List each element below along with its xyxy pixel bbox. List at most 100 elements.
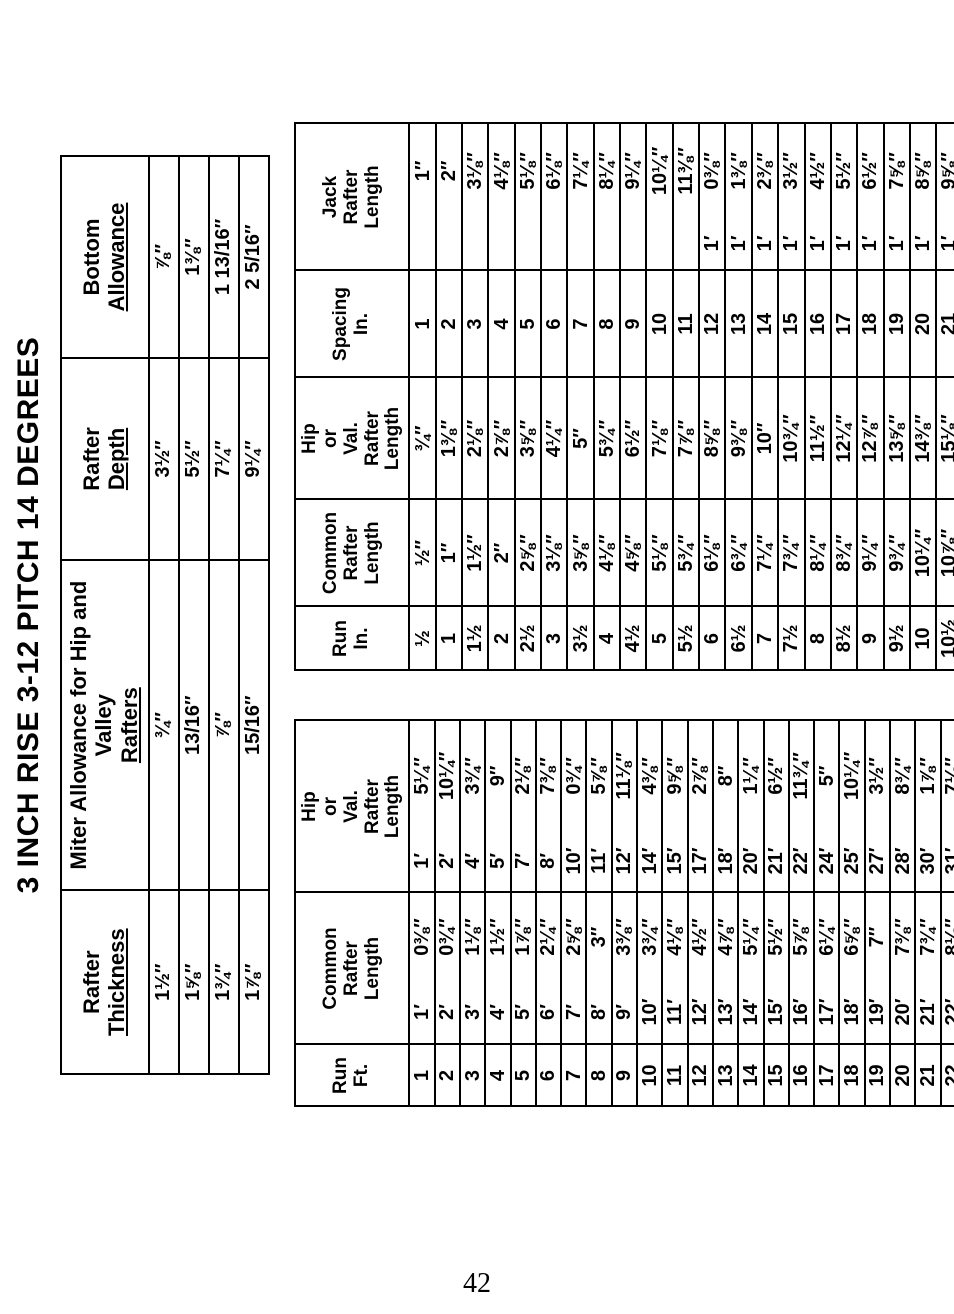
common-length-cell: 8¼″ <box>805 500 831 607</box>
page-title: 3 INCH RISE 3-12 PITCH 14 DEGREES <box>0 0 60 1230</box>
table-row: 33⅛″4¼″66⅛″ <box>541 124 567 671</box>
hip-length-cell: 2⅞″ <box>488 378 514 500</box>
rotated-content: 3 INCH RISE 3-12 PITCH 14 DEGREES Rafter… <box>0 0 920 1230</box>
miter-cell: ⅞″ <box>209 560 239 890</box>
table-row: 5½5¾″7⅞″1111⅜″ <box>673 124 699 671</box>
common-length-cell: 10¼″ <box>910 500 936 607</box>
run-in-cell: 5½ <box>673 607 699 671</box>
hip-length-cell: 3⅝″ <box>515 378 541 500</box>
spacing-cell: 17 <box>831 271 857 378</box>
common-length-cell: 15′5½″ <box>764 893 789 1045</box>
common-length-cell: 7¼″ <box>752 500 778 607</box>
spacing-cell: 9 <box>620 271 646 378</box>
jack-length-cell: 1″ <box>409 124 435 271</box>
spacing-cell: 20 <box>910 271 936 378</box>
table-row: 1414′5¼″20′1¼″ <box>738 721 763 1107</box>
table-row: 44′1½″5′9″ <box>485 721 510 1107</box>
left-header: RunFt. <box>295 1045 409 1107</box>
table-row: 44⅛″5¾″88¼″ <box>594 124 620 671</box>
hip-length-cell: 12¼″ <box>831 378 857 500</box>
table-row: 2½2⅝″3⅝″55⅛″ <box>515 124 541 671</box>
jack-length-cell: 9¼″ <box>620 124 646 271</box>
common-length-cell: 6¾″ <box>725 500 751 607</box>
table-row: 1717′6¼″24′5″ <box>814 721 839 1107</box>
run-ft-cell: 16 <box>789 1045 814 1107</box>
common-length-cell: 5′1⅞″ <box>511 893 536 1045</box>
hip-length-cell: 15⅛″ <box>936 378 954 500</box>
hip-length-cell: 17′2⅞″ <box>688 721 713 893</box>
common-length-cell: 2′0¾″ <box>435 893 460 1045</box>
jack-length-cell: 7¼″ <box>567 124 593 271</box>
hip-length-cell: 10¾″ <box>778 378 804 500</box>
table-row: 1515′5½″21′6½″ <box>764 721 789 1107</box>
table-row: 1010′3¾″14′4⅜″ <box>637 721 662 1107</box>
common-length-cell: 2″ <box>488 500 514 607</box>
common-length-cell: 16′5⅞″ <box>789 893 814 1045</box>
table-row: 1616′5⅞″22′11¾″ <box>789 721 814 1107</box>
right-header: SpacingIn. <box>295 271 409 378</box>
table-row: 1½1½″2⅛″33⅛″ <box>462 124 488 671</box>
spacing-cell: 6 <box>541 271 567 378</box>
common-length-cell: 11′4⅛″ <box>662 893 687 1045</box>
common-length-cell: 10⅞″ <box>936 500 954 607</box>
common-length-cell: 9¾″ <box>884 500 910 607</box>
hip-length-cell: 28′8¾″ <box>890 721 915 893</box>
table-row: 7½7¾″10¾″151′3½″ <box>778 124 804 671</box>
common-length-cell: 5⅛″ <box>646 500 672 607</box>
run-ft-cell: 6 <box>536 1045 561 1107</box>
run-in-cell: 4½ <box>620 607 646 671</box>
table-row: 4½4⅝″6½″99¼″ <box>620 124 646 671</box>
run-in-cell: 1½ <box>462 607 488 671</box>
common-length-cell: 13′4⅞″ <box>713 893 738 1045</box>
right-header: HiporVal.RafterLength <box>295 378 409 500</box>
run-ft-cell: 4 <box>485 1045 510 1107</box>
common-length-cell: 9¼″ <box>857 500 883 607</box>
spacing-cell: 12 <box>699 271 725 378</box>
table-row: 2222′8⅛″31′7⅛″ <box>941 721 954 1107</box>
data-tables-row: RunFt.CommonRafterLengthHiporVal.RafterL… <box>294 0 954 1230</box>
hip-length-cell: 22′11¾″ <box>789 721 814 893</box>
page: 3 INCH RISE 3-12 PITCH 14 DEGREES Rafter… <box>0 0 954 1314</box>
miter-cell: 3½″ <box>149 358 179 560</box>
miter-allowance-table: RafterThicknessMiter Allowance for Hip a… <box>60 155 270 1075</box>
hip-length-cell: 12⅞″ <box>857 378 883 500</box>
hip-length-cell: 13⅝″ <box>884 378 910 500</box>
run-ft-cell: 19 <box>865 1045 890 1107</box>
table-row: 88¼″11½″161′4½″ <box>805 124 831 671</box>
table-row: 77′2⅝″10′0¾″ <box>561 721 586 1107</box>
hip-length-cell: 5′9″ <box>485 721 510 893</box>
jack-length-cell: 1′4½″ <box>805 124 831 271</box>
miter-cell: 1½″ <box>149 890 179 1074</box>
run-ft-cell: 8 <box>586 1045 611 1107</box>
hip-length-cell: 14⅜″ <box>910 378 936 500</box>
jack-length-cell: 1′9⅝″ <box>936 124 954 271</box>
table-row: 3½3⅝″5″77¼″ <box>567 124 593 671</box>
miter-cell: 1¾″ <box>209 890 239 1074</box>
run-in-cell: 8 <box>805 607 831 671</box>
table-row: ½½″¾″11″ <box>409 124 435 671</box>
common-length-cell: 12′4½″ <box>688 893 713 1045</box>
run-in-cell: 5 <box>646 607 672 671</box>
run-ft-cell: 17 <box>814 1045 839 1107</box>
spacing-cell: 19 <box>884 271 910 378</box>
miter-cell: 1⅞″ <box>239 890 269 1074</box>
jack-length-cell: 8¼″ <box>594 124 620 271</box>
hip-length-cell: 2⅛″ <box>462 378 488 500</box>
run-ft-cell: 21 <box>915 1045 940 1107</box>
common-length-cell: 7¾″ <box>778 500 804 607</box>
common-length-cell: 4⅛″ <box>594 500 620 607</box>
run-in-cell: 3½ <box>567 607 593 671</box>
table-row: 11′0⅜″1′5¼″ <box>409 721 434 1107</box>
run-in-cell: 9 <box>857 607 883 671</box>
common-length-cell: 3′1⅛″ <box>460 893 485 1045</box>
common-length-cell: 22′8⅛″ <box>941 893 954 1045</box>
spacing-cell: 7 <box>567 271 593 378</box>
hip-length-cell: 10′0¾″ <box>561 721 586 893</box>
run-ft-cell: 13 <box>713 1045 738 1107</box>
run-in-cell: 7 <box>752 607 778 671</box>
hip-length-cell: 8′7⅜″ <box>536 721 561 893</box>
common-length-cell: 21′7¾″ <box>915 893 940 1045</box>
run-in-cell: ½ <box>409 607 435 671</box>
miter-cell: 5½″ <box>179 358 209 560</box>
right-header: RunIn. <box>295 607 409 671</box>
